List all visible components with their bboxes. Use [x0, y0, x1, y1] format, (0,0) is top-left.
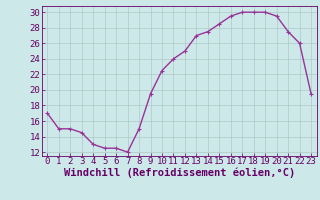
X-axis label: Windchill (Refroidissement éolien,°C): Windchill (Refroidissement éolien,°C) — [64, 168, 295, 178]
